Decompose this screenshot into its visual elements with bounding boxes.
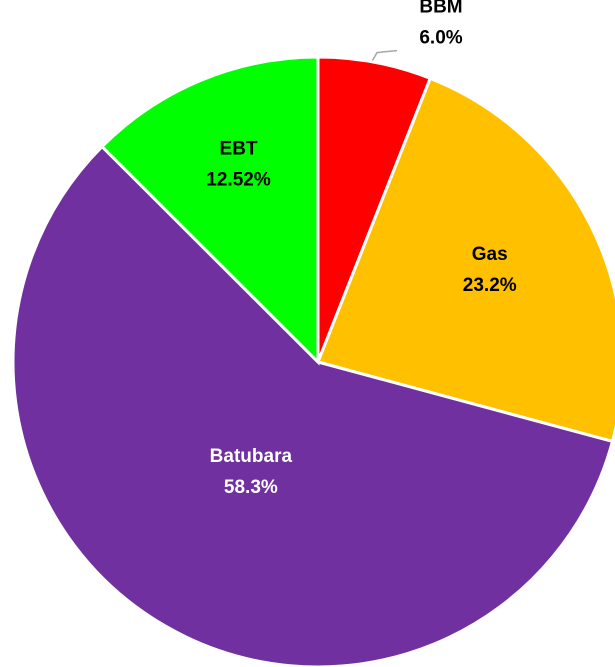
value-label: 12.52% [206,169,271,190]
category-label: Batubara [210,446,293,467]
slice-label: EBT 12.52% [206,138,271,190]
value-label: 23.2% [463,275,517,296]
category-label: Gas [472,244,508,265]
slice-label: BBM 6.0% [419,0,462,49]
value-label: 6.0% [419,28,462,49]
category-label: BBM [419,0,462,18]
slice-label: Gas 23.2% [463,244,517,296]
value-label: 58.3% [224,477,278,498]
pie-slice [315,76,615,444]
pie-slice [11,144,615,667]
leader-line [371,49,398,61]
category-label: EBT [220,138,258,159]
pie-slice [99,55,320,366]
slice-label: Batubara 58.3% [210,446,293,498]
